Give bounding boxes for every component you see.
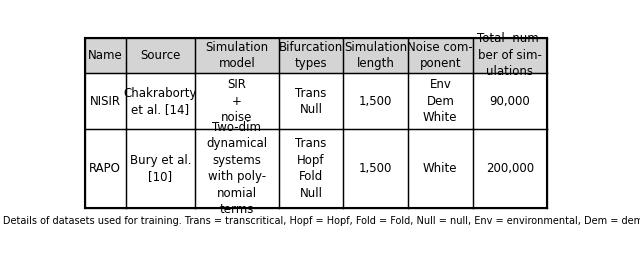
Bar xyxy=(473,38,547,73)
Text: 200,000: 200,000 xyxy=(486,162,534,175)
Bar xyxy=(85,73,125,129)
Bar xyxy=(85,129,125,208)
Text: Simulation
length: Simulation length xyxy=(344,41,407,70)
Text: 1,500: 1,500 xyxy=(359,162,392,175)
Bar xyxy=(125,129,195,208)
Bar xyxy=(195,38,279,73)
Text: Source: Source xyxy=(140,49,180,62)
Text: Name: Name xyxy=(88,49,123,62)
Bar xyxy=(408,38,473,73)
Bar xyxy=(195,73,279,129)
Text: Bury et al.
[10]: Bury et al. [10] xyxy=(129,154,191,183)
Text: White: White xyxy=(423,162,458,175)
Bar xyxy=(125,38,195,73)
Bar xyxy=(279,129,344,208)
Text: 1,500: 1,500 xyxy=(359,95,392,108)
Text: Chakraborty
et al. [14]: Chakraborty et al. [14] xyxy=(124,87,197,116)
Bar xyxy=(85,38,125,73)
Text: RAPO: RAPO xyxy=(90,162,121,175)
Bar xyxy=(344,73,408,129)
Text: Bifurcation
types: Bifurcation types xyxy=(279,41,343,70)
Bar xyxy=(344,129,408,208)
Text: Table 1: Details of datasets used for training. Trans = transcritical, Hopf = Ho: Table 1: Details of datasets used for tr… xyxy=(0,216,640,226)
Bar xyxy=(344,38,408,73)
Bar xyxy=(279,73,344,129)
Text: 90,000: 90,000 xyxy=(490,95,530,108)
Bar xyxy=(408,129,473,208)
Bar xyxy=(408,73,473,129)
Bar xyxy=(279,38,344,73)
Text: Env
Dem
White: Env Dem White xyxy=(423,78,458,124)
Bar xyxy=(473,73,547,129)
Text: Trans
Hopf
Fold
Null: Trans Hopf Fold Null xyxy=(296,137,327,200)
Text: NISIR: NISIR xyxy=(90,95,121,108)
Text: Total  num-
ber of sim-
ulations: Total num- ber of sim- ulations xyxy=(477,33,543,78)
Bar xyxy=(473,129,547,208)
Text: Two-dim
dynamical
systems
with poly-
nomial
terms: Two-dim dynamical systems with poly- nom… xyxy=(206,121,268,216)
Text: Simulation
model: Simulation model xyxy=(205,41,269,70)
Text: Noise com-
ponent: Noise com- ponent xyxy=(408,41,473,70)
Text: Trans
Null: Trans Null xyxy=(296,87,327,116)
Bar xyxy=(195,129,279,208)
Bar xyxy=(125,73,195,129)
Text: SIR
+
noise: SIR + noise xyxy=(221,78,253,124)
